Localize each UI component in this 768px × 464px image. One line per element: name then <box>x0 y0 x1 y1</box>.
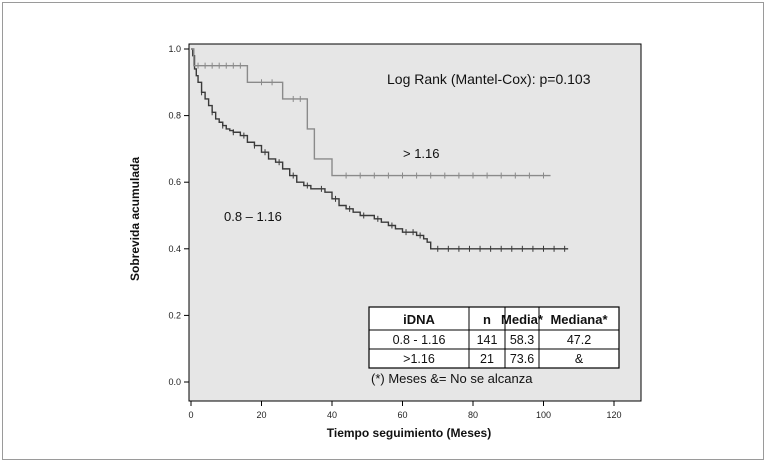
table-header-cell: Mediana* <box>550 312 608 327</box>
table-cell: >1.16 <box>403 352 435 366</box>
table-cell: 58.3 <box>510 333 534 347</box>
survival-curve-0 <box>191 48 569 250</box>
table-cell: 0.8 - 1.16 <box>393 333 446 347</box>
table-cell: 47.2 <box>567 333 591 347</box>
y-tick-label: 0.0 <box>168 377 181 387</box>
high-group-label: > 1.16 <box>403 146 440 161</box>
x-axis-label: Tiempo seguimiento (Meses) <box>327 426 491 440</box>
summary-table: iDNA n Media* Mediana* 0.8 - 1.16 141 58.3 47.2… <box>368 306 620 369</box>
x-tick-label: 40 <box>327 410 337 420</box>
x-tick-label: 120 <box>606 410 621 420</box>
y-tick-label: 0.2 <box>168 310 181 320</box>
x-tick-label: 20 <box>256 410 266 420</box>
table-cell: 141 <box>477 333 498 347</box>
x-tick-label: 60 <box>397 410 407 420</box>
y-axis-label: Sobrevida acumulada <box>128 157 142 281</box>
figure-frame: 0 20 40 60 80 100 120 0.0 0.2 0.4 0.6 0.8 1.0 Log Ra… <box>2 2 764 460</box>
y-tick-label: 0.6 <box>168 177 181 187</box>
table-box <box>368 306 620 369</box>
x-tick-label: 0 <box>188 410 193 420</box>
x-tick-label: 80 <box>468 410 478 420</box>
table-header-cell: iDNA <box>403 312 435 327</box>
table-footnote: (*) Meses &= No se alcanza <box>371 371 533 386</box>
table-header-cell: n <box>483 312 491 327</box>
x-tick-label: 100 <box>536 410 551 420</box>
axes: 0 20 40 60 80 100 120 0.0 0.2 0.4 0.6 0.8 1.0 <box>168 44 621 420</box>
table-cell: 21 <box>480 352 494 366</box>
log-rank-annotation: Log Rank (Mantel-Cox): p=0.103 <box>387 71 591 87</box>
table-cell: 73.6 <box>510 352 534 366</box>
survival-curve-1 <box>191 48 551 177</box>
km-chart: 0 20 40 60 80 100 120 0.0 0.2 0.4 0.6 0.8 1.0 Log Ra… <box>128 43 642 440</box>
table-cell: & <box>575 352 584 366</box>
y-tick-label: 0.8 <box>168 111 181 121</box>
y-tick-label: 1.0 <box>168 44 181 54</box>
survival-curves <box>191 48 569 252</box>
table-header-cell: Media* <box>501 312 544 327</box>
y-tick-label: 0.4 <box>168 244 181 254</box>
low-group-label: 0.8 – 1.16 <box>224 209 282 224</box>
